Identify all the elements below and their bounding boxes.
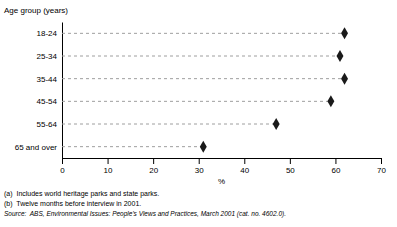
tick-mark [290, 158, 291, 164]
tick: 65 and over [15, 143, 62, 152]
y-axis-title: Age group (years) [4, 6, 68, 15]
tick-label: 40 [240, 166, 249, 175]
tick-label: 45-54 [37, 97, 58, 106]
tick-mark [381, 158, 382, 164]
tick: 50 [286, 158, 295, 175]
axis-line [63, 159, 382, 165]
stem [62, 56, 340, 57]
tick-label: 55-64 [37, 120, 58, 129]
stem [62, 33, 345, 34]
tick: 35-44 [37, 75, 62, 84]
tick-label: 25-34 [37, 52, 58, 61]
marker [200, 141, 207, 153]
tick: 60 [331, 158, 340, 175]
tick-label: 50 [286, 166, 295, 175]
stem [62, 124, 276, 125]
tick-label: 0 [60, 166, 65, 175]
tick-label: 30 [195, 166, 204, 175]
footnote: (b) Twelve months before interview in 20… [4, 200, 141, 208]
tick-mark [335, 158, 336, 164]
tick: 18-24 [37, 29, 62, 38]
tick: 0 [60, 158, 65, 175]
x-axis-title: % [218, 177, 225, 186]
tick-label: 70 [377, 166, 386, 175]
y-axis: 18-24 25-34 35-44 45-54 55-64 65 and over [15, 23, 63, 159]
tick: 45-54 [37, 97, 62, 106]
tick-label: 65 and over [15, 143, 58, 152]
source: Source: ABS, Environmental Issues: Peopl… [4, 210, 286, 218]
tick-label: 60 [331, 166, 340, 175]
tick: 20 [149, 158, 158, 175]
tick-label: 18-24 [37, 29, 58, 38]
footnote: (a) Includes world heritage parks and st… [4, 190, 159, 198]
stem [62, 78, 345, 79]
tick-mark [108, 158, 109, 164]
stem [62, 146, 203, 147]
marker [341, 73, 348, 85]
tick-mark [153, 158, 154, 164]
tick-label: 20 [149, 166, 158, 175]
tick: 55-64 [37, 120, 62, 129]
tick-label: 35-44 [37, 75, 58, 84]
tick: 30 [195, 158, 204, 175]
axis-line [62, 23, 63, 159]
marker [341, 27, 348, 39]
marks [62, 27, 348, 152]
tick-mark [244, 158, 245, 164]
x-axis: 0 10 20 30 40 50 60 70 [60, 158, 386, 175]
tick: 25-34 [37, 52, 62, 61]
marker [337, 50, 344, 62]
chart: 0 10 20 30 40 50 60 70 18-24 25-34 35-44 45-54 55-64… [0, 0, 397, 227]
tick-label: 10 [104, 166, 113, 175]
tick: 40 [240, 158, 249, 175]
tick-mark [199, 158, 200, 164]
stem [62, 101, 331, 102]
tick: 10 [104, 158, 113, 175]
marker [327, 95, 334, 107]
marker [273, 118, 280, 130]
tick: 70 [377, 158, 386, 175]
plot: 0 10 20 30 40 50 60 70 18-24 25-34 35-44 45-54 55-64… [15, 23, 387, 175]
tick-mark [62, 158, 63, 164]
